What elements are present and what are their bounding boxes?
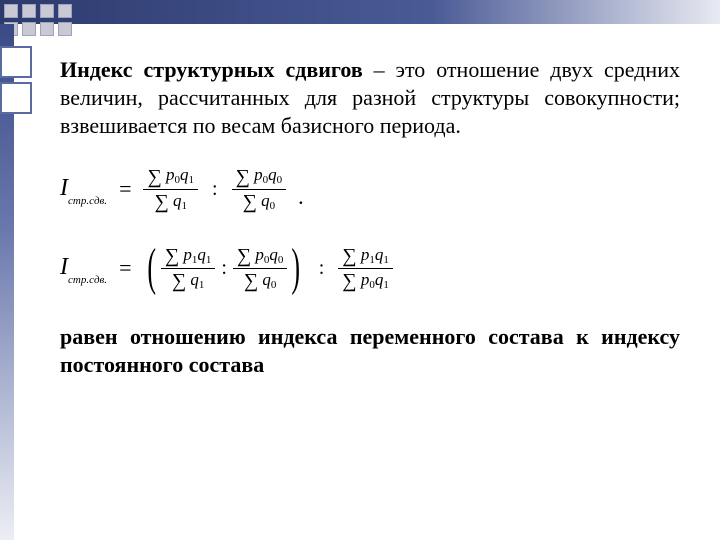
frac-2b: ∑ p0q0 ∑ q0 [233, 244, 288, 293]
op-2a: : [215, 258, 233, 278]
right-paren: ) [292, 247, 301, 289]
side-box-1 [0, 46, 32, 78]
term-bold: Индекс структурных сдвигов [60, 57, 363, 82]
slide-content: Индекс структурных сдвигов – это отношен… [60, 56, 680, 379]
formula-1-period: . [294, 186, 304, 214]
equals-1: = [115, 178, 135, 200]
definition-paragraph: Индекс структурных сдвигов – это отношен… [60, 56, 680, 140]
lhs-sub-2: стр.сдв. [68, 274, 107, 286]
formulas-block: Iстр.сдв. = ∑ p0q1 ∑ q1 : ∑ p0q0 ∑ q0 . … [60, 164, 680, 292]
side-box-2 [0, 82, 32, 114]
lhs-symbol-2: I [60, 254, 68, 280]
paren-group: ( ∑ p1q1 ∑ q1 : ∑ p0q0 ∑ q0 ) [143, 244, 304, 293]
op-2b: : [313, 258, 331, 278]
formula-2: Iстр.сдв. = ( ∑ p1q1 ∑ q1 : ∑ p0q0 ∑ q0 … [60, 244, 680, 293]
frac-2a: ∑ p1q1 ∑ q1 [161, 244, 216, 293]
lhs-symbol-1: I [60, 175, 68, 201]
lhs-1: Iстр.сдв. [60, 176, 107, 203]
top-gradient [0, 0, 720, 24]
slide-top-border [0, 0, 720, 24]
op-1: : [206, 179, 224, 199]
left-paren: ( [148, 247, 157, 289]
frac-1a: ∑ p0q1 ∑ q1 [143, 164, 198, 213]
lhs-sub-1: стр.сдв. [68, 195, 107, 207]
equals-2: = [115, 257, 135, 279]
conclusion-paragraph: равен отношению индекса переменного сост… [60, 323, 680, 379]
formula-1: Iстр.сдв. = ∑ p0q1 ∑ q1 : ∑ p0q0 ∑ q0 . [60, 164, 680, 213]
lhs-2: Iстр.сдв. [60, 255, 107, 282]
frac-1b: ∑ p0q0 ∑ q0 [232, 164, 287, 213]
frac-2c: ∑ p1q1 ∑ p0q1 [338, 244, 393, 293]
